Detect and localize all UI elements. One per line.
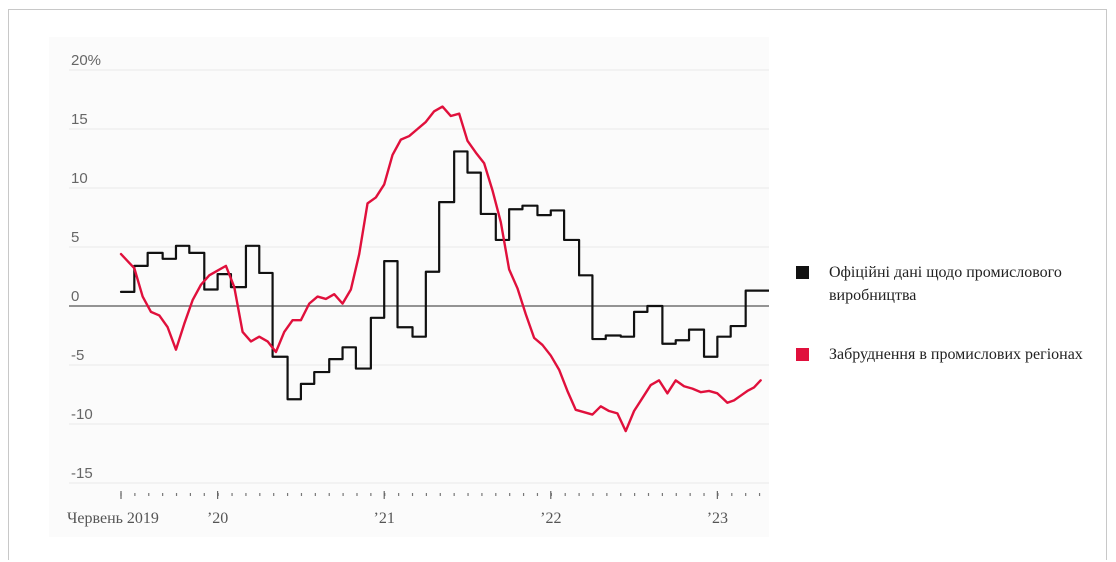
legend-swatch-production: [796, 266, 809, 279]
legend-swatch-pollution: [796, 348, 809, 361]
series-line-production: [119, 150, 769, 401]
x-tick-label: ’21: [374, 510, 395, 527]
y-tick-label: 10: [71, 170, 88, 187]
series-line-pollution: [119, 105, 762, 433]
y-tick-label: 5: [71, 229, 79, 246]
x-tick-label: ’23: [707, 510, 728, 527]
line-chart: 20% 15 10 5 0 -5 -10 -15 Червень 2019 ’20 ’21 ’22 ’2…: [67, 52, 769, 527]
y-tick-label: -15: [71, 465, 93, 482]
legend-item-production: Офіційні дані щодо промислового виробниц…: [796, 261, 1116, 307]
legend-label-pollution: Забруднення в промислових регіонах: [829, 346, 1083, 363]
x-tick-label: Червень 2019: [67, 510, 159, 527]
plot-area: 20% 15 10 5 0 -5 -10 -15 Червень 2019 ’20 ’21 ’22 ’2…: [49, 37, 769, 537]
x-tick-label: ’22: [540, 510, 561, 527]
legend: Офіційні дані щодо промислового виробниц…: [796, 261, 1116, 402]
y-tick-label: -5: [71, 347, 84, 364]
y-tick-label: 20%: [71, 52, 101, 69]
legend-label-production: Офіційні дані щодо промислового виробниц…: [829, 264, 1062, 304]
y-tick-label: 0: [71, 288, 79, 305]
y-tick-label: 15: [71, 111, 88, 128]
y-tick-label: -10: [71, 406, 93, 423]
chart-frame: 20% 15 10 5 0 -5 -10 -15 Червень 2019 ’20 ’21 ’22 ’2…: [8, 9, 1107, 560]
x-tick-label: ’20: [207, 510, 228, 527]
legend-item-pollution: Забруднення в промислових регіонах: [796, 343, 1116, 366]
